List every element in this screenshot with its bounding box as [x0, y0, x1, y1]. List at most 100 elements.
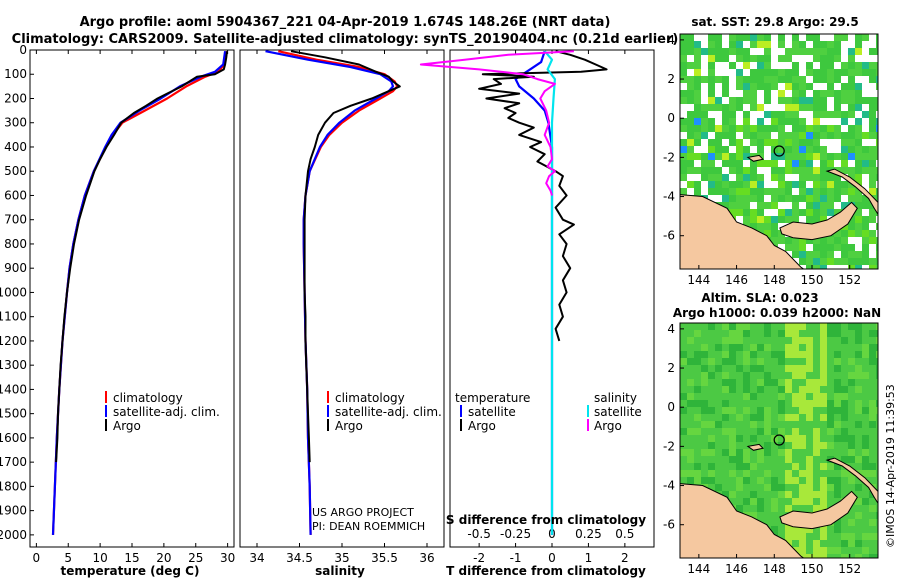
- map-pixel: [757, 421, 764, 428]
- map-pixel: [820, 111, 827, 118]
- map-pixel: [841, 547, 848, 554]
- map-pixel: [785, 386, 792, 393]
- map-x-tick-label: 152: [838, 273, 861, 287]
- map-pixel: [792, 435, 799, 442]
- map-pixel: [834, 540, 841, 547]
- map-pixel: [827, 407, 834, 414]
- map-pixel: [813, 195, 820, 202]
- map-pixel: [820, 344, 827, 351]
- map-pixel: [820, 104, 827, 111]
- map-pixel: [799, 505, 806, 512]
- map-pixel: [750, 41, 757, 48]
- map-pixel: [820, 400, 827, 407]
- map-pixel: [862, 526, 869, 533]
- map-pixel: [834, 181, 841, 188]
- map-pixel: [771, 400, 778, 407]
- map-pixel: [778, 118, 785, 125]
- map-pixel: [869, 223, 876, 230]
- map-pixel: [687, 365, 694, 372]
- map-x-tick-label: 144: [687, 562, 710, 576]
- map-pixel: [708, 323, 715, 330]
- map-pixel: [834, 174, 841, 181]
- map-pixel: [750, 34, 757, 41]
- map-pixel: [813, 202, 820, 209]
- map-pixel: [813, 48, 820, 55]
- map-pixel: [820, 421, 827, 428]
- map-pixel: [827, 428, 834, 435]
- map-pixel: [736, 491, 743, 498]
- x-tick-label: 20: [156, 551, 171, 565]
- map-pixel: [778, 442, 785, 449]
- map-pixel: [750, 167, 757, 174]
- map-pixel: [827, 251, 834, 258]
- map-pixel: [694, 139, 701, 146]
- map-pixel: [701, 104, 708, 111]
- map-pixel: [785, 323, 792, 330]
- map-pixel: [820, 146, 827, 153]
- map-pixel: [743, 400, 750, 407]
- map-pixel: [792, 400, 799, 407]
- map-pixel: [764, 139, 771, 146]
- map-pixel: [876, 470, 878, 477]
- map-pixel: [813, 386, 820, 393]
- map-pixel: [876, 512, 878, 519]
- map-pixel: [799, 498, 806, 505]
- map-pixel: [778, 125, 785, 132]
- map-pixel: [771, 365, 778, 372]
- map-pixel: [750, 470, 757, 477]
- map-pixel: [743, 351, 750, 358]
- map-pixel: [701, 407, 708, 414]
- map-pixel: [764, 90, 771, 97]
- map-pixel: [855, 83, 862, 90]
- map-pixel: [806, 265, 813, 269]
- map-pixel: [792, 83, 799, 90]
- map-pixel: [680, 372, 687, 379]
- map-pixel: [834, 41, 841, 48]
- map-pixel: [834, 258, 841, 265]
- map-pixel: [841, 337, 848, 344]
- map-pixel: [806, 181, 813, 188]
- map-pixel: [820, 449, 827, 456]
- map-pixel: [757, 181, 764, 188]
- map-pixel: [743, 323, 750, 330]
- map-pixel: [743, 209, 750, 216]
- salinity-diff-legend: salinity satellite Argo: [587, 391, 642, 433]
- map-pixel: [841, 202, 848, 209]
- map-pixel: [736, 400, 743, 407]
- depth-tick-label: 300: [4, 116, 27, 130]
- map-pixel: [729, 414, 736, 421]
- map-pixel: [876, 97, 878, 104]
- map-pixel: [806, 456, 813, 463]
- map-pixel: [855, 547, 862, 554]
- map-pixel: [876, 104, 878, 111]
- map-pixel: [694, 435, 701, 442]
- map-pixel: [876, 414, 878, 421]
- map-pixel: [722, 202, 729, 209]
- map-pixel: [757, 216, 764, 223]
- map-pixel: [827, 337, 834, 344]
- map-pixel: [750, 393, 757, 400]
- map-pixel: [729, 125, 736, 132]
- map-pixel: [862, 407, 869, 414]
- map-pixel: [848, 174, 855, 181]
- map-pixel: [869, 344, 876, 351]
- map-pixel: [701, 76, 708, 83]
- map-x-tick-label: 150: [801, 273, 824, 287]
- map-pixel: [708, 393, 715, 400]
- map-pixel: [876, 167, 878, 174]
- map-pixel: [876, 230, 878, 237]
- map-pixel: [764, 407, 771, 414]
- map-pixel: [722, 470, 729, 477]
- map-pixel: [715, 428, 722, 435]
- map-pixel: [827, 97, 834, 104]
- map-pixel: [743, 62, 750, 69]
- map-pixel: [820, 76, 827, 83]
- map-pixel: [694, 372, 701, 379]
- map-pixel: [771, 118, 778, 125]
- map-pixel: [841, 456, 848, 463]
- map-pixel: [764, 125, 771, 132]
- map-pixel: [736, 386, 743, 393]
- map-pixel: [820, 379, 827, 386]
- map-pixel: [862, 400, 869, 407]
- map-pixel: [771, 55, 778, 62]
